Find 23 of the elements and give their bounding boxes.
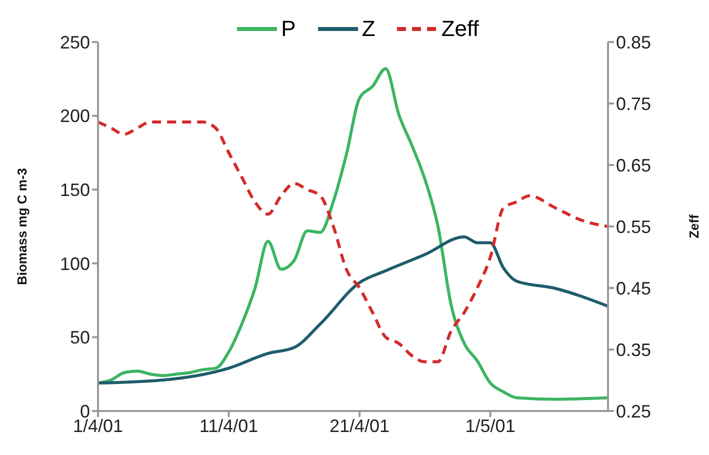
y2-tick-label: 0.55 xyxy=(616,216,652,237)
y2-tick-label: 0.85 xyxy=(616,32,652,52)
line-series xyxy=(98,120,608,364)
x-tick-label: 1/5/01 xyxy=(465,416,516,436)
y2-tick-label: 0.35 xyxy=(616,340,652,360)
line-series xyxy=(98,67,608,401)
y-tick-label: 100 xyxy=(60,254,90,274)
y2-axis-title: Zeff xyxy=(686,214,702,238)
legend-label: Zeff xyxy=(441,16,479,42)
y-tick-label: 50 xyxy=(70,328,90,348)
x-tick-label: 11/4/01 xyxy=(199,416,258,436)
y-tick-label: 150 xyxy=(60,180,90,200)
y2-tick-label: 0.45 xyxy=(616,278,652,298)
legend-label: P xyxy=(281,16,296,42)
y-axis-title: Biomass mg C m-3 xyxy=(14,168,30,286)
y-tick-label: 200 xyxy=(60,106,90,126)
y-tick-label: 250 xyxy=(60,32,90,52)
x-tick-label: 21/4/01 xyxy=(330,416,390,436)
y2-tick-label: 0.75 xyxy=(616,94,652,114)
line-series xyxy=(98,235,608,384)
y2-tick-label: 0.65 xyxy=(616,155,652,176)
legend-label: Z xyxy=(362,16,376,42)
y2-tick-label: 0.25 xyxy=(616,401,652,422)
